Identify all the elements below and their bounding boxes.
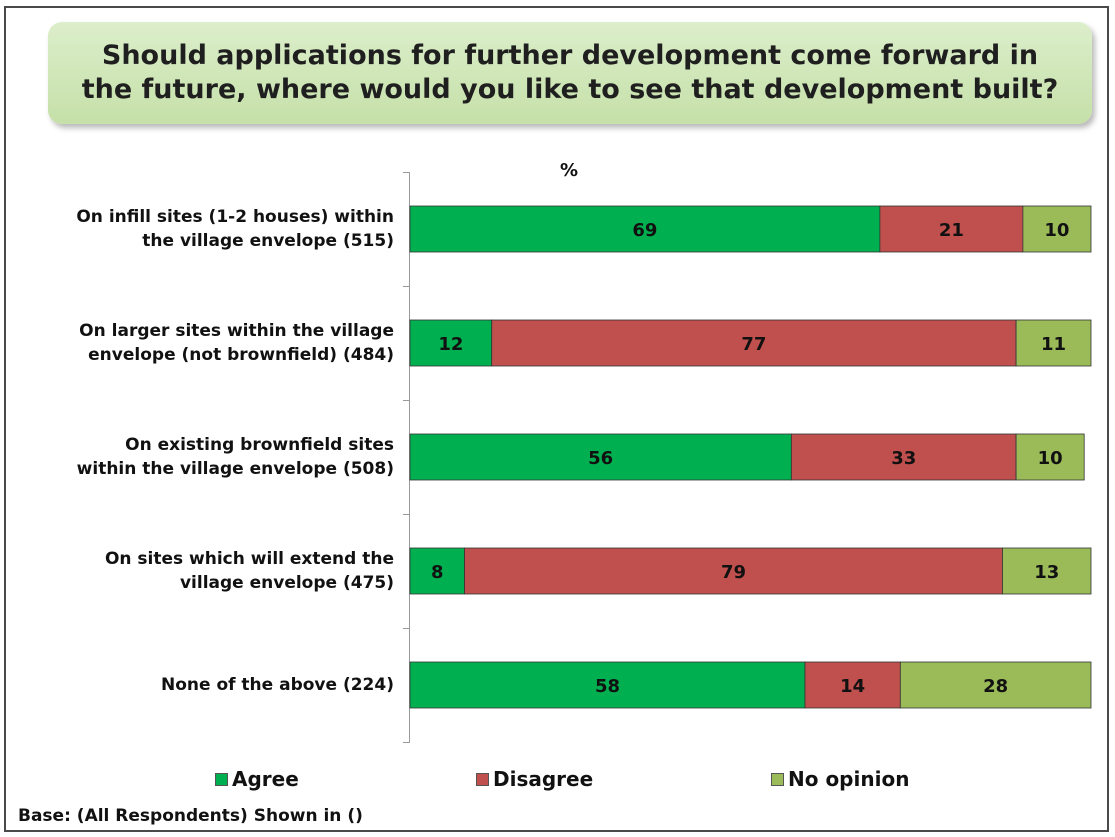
- bar-segment-disagree: [491, 319, 1017, 367]
- data-label-agree: 56: [588, 448, 613, 469]
- axis-tick: [403, 172, 410, 173]
- axis-tick: [403, 742, 410, 743]
- data-label-disagree: 79: [721, 562, 746, 583]
- legend-item-agree: Agree: [215, 766, 299, 792]
- chart-title: Should applications for further developm…: [81, 40, 1059, 105]
- axis-tick: [403, 628, 410, 629]
- legend-swatch-agree: [215, 772, 228, 786]
- data-label-disagree: 77: [741, 334, 766, 355]
- bar-segment-agree: [409, 661, 806, 709]
- bar-segment-disagree: [879, 205, 1024, 253]
- data-label-disagree: 33: [891, 448, 916, 469]
- data-label-agree: 8: [431, 562, 444, 583]
- axis-tick: [403, 514, 410, 515]
- data-label-agree: 69: [632, 220, 657, 241]
- bar-segment-no-opinion: [1015, 433, 1085, 481]
- legend-item-no-opinion: No opinion: [771, 766, 909, 792]
- bar-segment-agree: [409, 547, 465, 595]
- bar-segment-no-opinion: [1015, 319, 1092, 367]
- bar-segment-no-opinion: [1022, 205, 1092, 253]
- axis-tick: [403, 286, 410, 287]
- data-label-agree: 12: [438, 334, 463, 355]
- data-label-no-opinion: 11: [1041, 334, 1066, 355]
- category-label: None of the above (224): [160, 675, 394, 695]
- data-label-disagree: 21: [939, 220, 964, 241]
- axis-tick: [403, 400, 410, 401]
- data-label-disagree: 14: [840, 676, 865, 697]
- category-label: On existing brownfield sites within the …: [76, 435, 394, 479]
- data-label-agree: 58: [595, 676, 620, 697]
- chart-frame: [4, 6, 1109, 832]
- bar-segment-agree: [409, 433, 792, 481]
- category-label: On larger sites within the village envel…: [79, 321, 394, 365]
- bar-segment-disagree: [464, 547, 1003, 595]
- legend-swatch-no-opinion: [771, 772, 784, 786]
- data-label-no-opinion: 13: [1034, 562, 1059, 583]
- bar-segment-no-opinion: [899, 661, 1092, 709]
- legend-swatch-disagree: [476, 772, 489, 786]
- legend-label-disagree: Disagree: [493, 767, 594, 791]
- bar-segment-agree: [409, 205, 881, 253]
- unit-label: %: [560, 160, 579, 181]
- category-label: On infill sites (1-2 houses) within the …: [76, 207, 394, 251]
- legend-label-no-opinion: No opinion: [788, 767, 910, 791]
- title-banner: Should applications for further developm…: [48, 22, 1092, 124]
- category-label: On sites which will extend the village e…: [104, 549, 394, 593]
- legend-item-disagree: Disagree: [476, 766, 593, 792]
- category-axis: [409, 172, 410, 743]
- data-label-no-opinion: 10: [1038, 448, 1063, 469]
- bar-segment-agree: [409, 319, 493, 367]
- bar-segment-no-opinion: [1002, 547, 1092, 595]
- bar-segment-disagree: [804, 661, 901, 709]
- data-label-no-opinion: 10: [1044, 220, 1069, 241]
- data-label-no-opinion: 28: [983, 676, 1008, 697]
- base-note: Base: (All Respondents) Shown in (): [18, 806, 363, 826]
- legend-label-agree: Agree: [232, 767, 299, 791]
